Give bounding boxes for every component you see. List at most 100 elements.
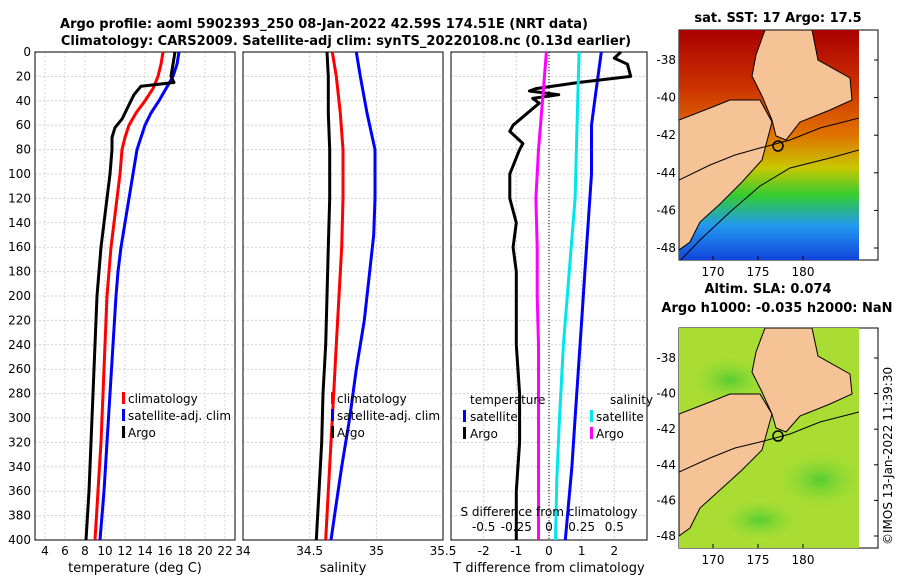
x-tick-label: 16: [157, 544, 172, 558]
x-axis-label: temperature (deg C): [68, 561, 202, 576]
series-line-climatology: [93, 51, 165, 541]
x-tick-label: 14: [137, 544, 152, 558]
lat-tick-label: -40: [656, 387, 676, 401]
sst-map-title: sat. SST: 17 Argo: 17.5: [694, 11, 861, 26]
lon-tick-label: 180: [792, 265, 815, 279]
depth-tick-label: 40: [16, 94, 31, 108]
lat-tick-label: -40: [656, 91, 676, 105]
legend-title-salinity: salinity: [610, 393, 653, 407]
lon-tick-label: 180: [792, 553, 815, 567]
depth-tick-label: 180: [8, 265, 31, 279]
figure-title-line1: Argo profile: aoml 5902393_250 08-Jan-20…: [60, 17, 588, 32]
x-tick-label: 34.5: [296, 544, 323, 558]
depth-tick-label: 20: [16, 69, 31, 83]
argo-position-marker: [772, 140, 784, 152]
top-axis-label: S difference from climatology: [461, 505, 638, 519]
lat-tick-label: -46: [656, 493, 676, 507]
depth-tick-label: 260: [8, 362, 31, 376]
x-tick-label: 2: [611, 544, 619, 558]
legend-label: satellite: [470, 410, 518, 424]
lon-tick-label: 170: [702, 265, 725, 279]
depth-tick-label: 300: [8, 411, 31, 425]
lat-tick-label: -42: [656, 128, 676, 142]
depth-tick-label: 280: [8, 387, 31, 401]
temperature-panel: 0 20 40 60 80 100 120 140 160 180 200 220 240 260 280 3…: [8, 45, 236, 576]
lat-tick-label: -44: [656, 166, 676, 180]
depth-tick-label: 380: [8, 509, 31, 523]
lon-tick-label: 170: [702, 553, 725, 567]
legend-label: climatology: [128, 392, 198, 406]
depth-tick-label: 400: [8, 533, 31, 547]
legend-swatch: [463, 410, 466, 422]
figure-title-line2: Climatology: CARS2009. Satellite-adj cli…: [61, 34, 631, 49]
depth-tick-label: 200: [8, 289, 31, 303]
legend-swatch: [122, 426, 125, 438]
legend-label: satellite-adj. clim: [337, 409, 440, 423]
legend-label: Argo: [596, 427, 624, 441]
x-tick-label: 22: [217, 544, 232, 558]
x-axis-label: T difference from climatology: [452, 561, 645, 576]
series-line-satellite-adj-clim: [98, 51, 181, 541]
lat-tick-label: -38: [656, 53, 676, 67]
x-tick-label: 35.5: [430, 544, 457, 558]
lat-tick-label: -48: [656, 529, 676, 543]
x-tick-label: 12: [117, 544, 132, 558]
legend-label: satellite: [596, 410, 644, 424]
legend-swatch: [122, 409, 125, 421]
depth-tick-label: 320: [8, 435, 31, 449]
top-tick-label: 0.25: [568, 520, 595, 534]
plot-frame: [450, 51, 648, 541]
series-line-t-argo: [508, 50, 633, 540]
x-tick-label: 34: [235, 544, 250, 558]
plot-frame: [242, 51, 444, 541]
x-tick-label: -1: [510, 544, 522, 558]
x-tick-label: 1: [578, 544, 586, 558]
lat-tick-label: -42: [656, 422, 676, 436]
series-line-satellite-adj-clim: [329, 51, 377, 541]
x-tick-label: 8: [81, 544, 89, 558]
series-line-s-argo: [534, 51, 548, 540]
depth-tick-label: 140: [8, 216, 31, 230]
credit-label: ©IMOS 13-Jan-2022 11:39:30: [881, 367, 895, 545]
depth-tick-label: 80: [16, 143, 31, 157]
lon-tick-label: 175: [747, 265, 770, 279]
depth-tick-label: 120: [8, 191, 31, 205]
depth-tick-label: 340: [8, 460, 31, 474]
legend-swatch: [463, 427, 466, 439]
lat-tick-label: -44: [656, 458, 676, 472]
sst-contour-south: [680, 149, 859, 260]
legend-swatch: [590, 410, 593, 422]
legend-swatch: [122, 392, 125, 404]
lat-tick-label: -46: [656, 203, 676, 217]
x-tick-label: 35: [369, 544, 384, 558]
top-tick-label: -0.5: [472, 520, 495, 534]
sla-blob-1: [690, 355, 770, 405]
top-tick-label: -0.25: [501, 520, 532, 534]
depth-tick-label: 220: [8, 313, 31, 327]
legend-label: satellite-adj. clim: [128, 409, 231, 423]
sst-south-island: [679, 99, 773, 251]
top-tick-label: 0: [545, 520, 553, 534]
sla-blob-3: [720, 498, 800, 542]
legend-swatch: [590, 427, 593, 439]
series-line-t-satellite: [563, 51, 603, 541]
depth-tick-label: 240: [8, 338, 31, 352]
legend-title-temperature: temperature: [470, 393, 545, 407]
series-line-argo: [314, 51, 332, 541]
x-tick-label: -2: [478, 544, 490, 558]
legend-swatch: [331, 392, 334, 404]
depth-tick-label: 100: [8, 167, 31, 181]
x-axis-label: salinity: [320, 561, 367, 576]
argo-position-marker-sla: [772, 430, 784, 442]
depth-tick-label: 360: [8, 484, 31, 498]
depth-tick-label: 160: [8, 240, 31, 254]
sst-map-axes: 170 175 180 -38 -40 -42 -44 -46 -48: [656, 53, 878, 279]
sst-contour: [679, 117, 859, 181]
lat-tick-label: -48: [656, 241, 676, 255]
difference-panel: -2 -1 0 1 2 T difference from climatology temp…: [450, 50, 653, 576]
sla-south-island: [679, 393, 773, 537]
x-tick-label: 0: [545, 544, 553, 558]
series-line-argo: [84, 51, 177, 541]
